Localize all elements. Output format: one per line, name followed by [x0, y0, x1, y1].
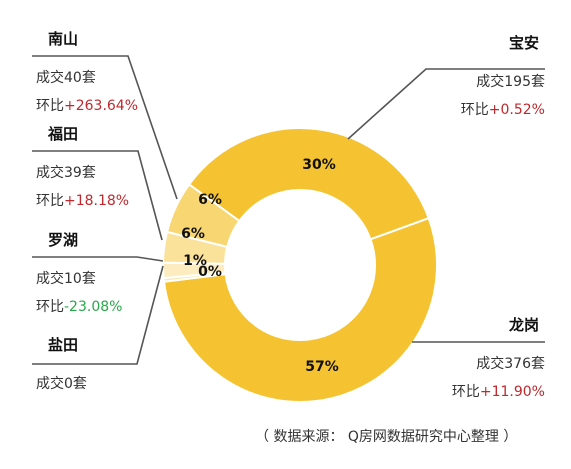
leader-line-3 — [32, 256, 164, 262]
leader-line-0 — [347, 68, 545, 140]
district-change-0: 环比+0.52% — [461, 102, 545, 118]
district-change-4: 环比+18.18% — [36, 193, 129, 209]
percent-label-1: 57% — [305, 359, 339, 375]
percent-labels: 30% 57% 0%1% 6% 6% — [181, 157, 339, 375]
district-deals-0: 成交195套 — [476, 73, 545, 90]
leader-lines — [32, 55, 545, 365]
percent-label-4: 6% — [181, 226, 205, 242]
district-deals-5: 成交40套 — [36, 69, 96, 86]
leader-line-2 — [32, 265, 164, 365]
district-name-2: 盐田 — [48, 336, 78, 354]
leader-line-4 — [32, 150, 163, 241]
district-name-0: 宝安 — [509, 34, 539, 52]
percent-label-2: 0% — [198, 264, 222, 280]
district-deals-4: 成交39套 — [36, 164, 96, 181]
district-change-5: 环比+263.64% — [36, 98, 138, 114]
percent-label-0: 30% — [302, 157, 336, 173]
district-name-1: 龙岗 — [508, 316, 539, 334]
leader-line-5 — [32, 55, 178, 200]
district-deals-3: 成交10套 — [36, 270, 96, 287]
source-note: （ 数据来源： Q房网数据研究中心整理 ） — [255, 429, 518, 445]
district-change-3: 环比-23.08% — [36, 299, 122, 315]
donut-slice-0 — [187, 127, 431, 241]
district-change-1: 环比+11.90% — [452, 384, 545, 400]
district-deals-2: 成交0套 — [36, 375, 87, 392]
donut-slice-1 — [162, 216, 438, 403]
percent-label-3: 1% — [183, 253, 207, 269]
district-name-5: 南山 — [48, 30, 78, 48]
district-name-3: 罗湖 — [48, 231, 78, 249]
donut-slices — [162, 127, 438, 403]
district-name-4: 福田 — [47, 125, 78, 143]
donut-slice-5 — [165, 183, 241, 249]
percent-label-5: 6% — [198, 192, 222, 208]
district-deals-1: 成交376套 — [476, 355, 545, 372]
